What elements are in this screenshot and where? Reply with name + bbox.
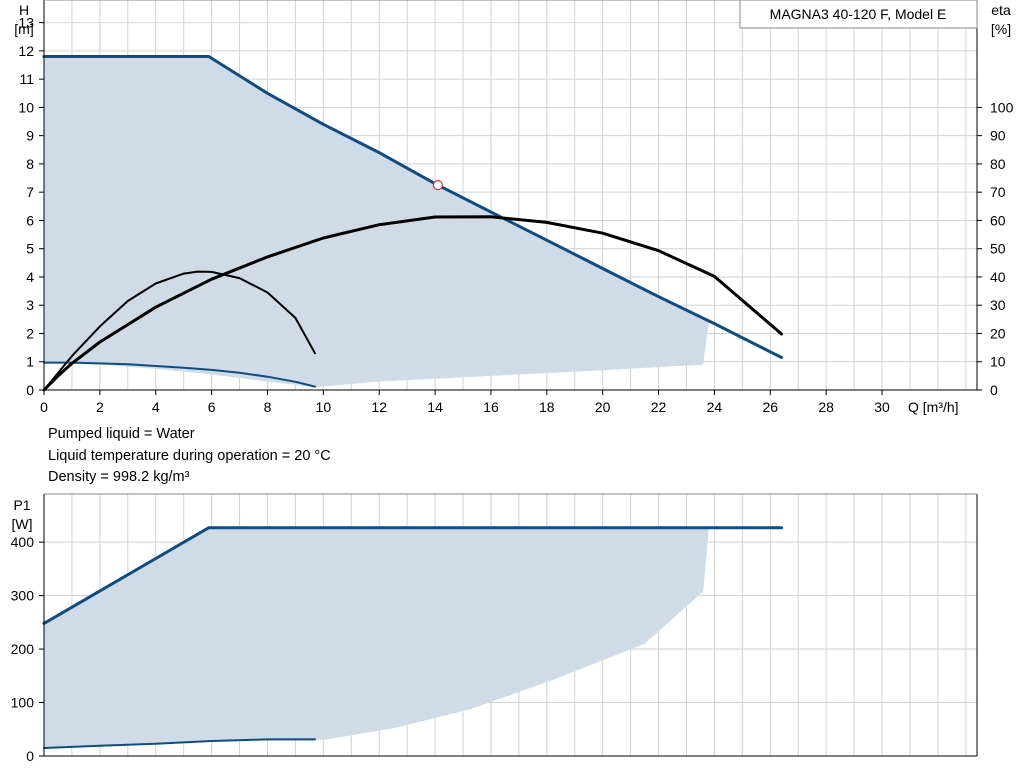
max-power-curve <box>42 526 783 625</box>
y2-tick-label: 90 <box>990 128 1006 144</box>
y2-tick-label: 20 <box>990 325 1006 341</box>
min-efficiency-curve <box>43 270 316 391</box>
liquid-info: Pumped liquid = Water Liquid temperature… <box>48 424 331 489</box>
y-tick-label: 0 <box>26 748 34 764</box>
y-tick-label: 400 <box>11 534 35 550</box>
y2-tick-label: 30 <box>990 297 1006 313</box>
y2-tick-label: 10 <box>990 354 1006 370</box>
x-tick-label: 4 <box>152 399 160 415</box>
y2-tick-label: 50 <box>990 241 1006 257</box>
y-tick-label: 100 <box>11 695 35 711</box>
x-tick-label: 26 <box>762 399 778 415</box>
head-efficiency-plot: 0123456789101112130102030405060708090100… <box>14 0 1014 415</box>
y-tick-label: 200 <box>11 641 35 657</box>
x-axis-label: Q [m³/h] <box>908 399 959 415</box>
y2-tick-label: 40 <box>990 269 1006 285</box>
power-plot: 0 100 200 300 400 P1 [W] <box>11 493 978 764</box>
y-tick-label: 13 <box>18 15 34 31</box>
y-tick-label: 10 <box>18 99 34 115</box>
y2-axis-label-symbol: eta <box>991 2 1011 18</box>
x-tick-label: 20 <box>595 399 611 415</box>
y-tick-label: 3 <box>26 297 34 313</box>
y-tick-label: 0 <box>26 382 34 398</box>
pumped-liquid-text: Pumped liquid = Water <box>48 426 195 442</box>
x-tick-label: 30 <box>874 399 890 415</box>
x-tick-label: 28 <box>818 399 834 415</box>
y-axis-label-symbol: H <box>19 2 29 18</box>
y-tick-label: 1 <box>26 354 34 370</box>
duty-point-marker <box>432 180 443 191</box>
title-box <box>739 0 978 29</box>
y-tick-label: 300 <box>11 588 35 604</box>
y-axis-label-symbol: P1 <box>13 497 30 513</box>
x-tick-label: 12 <box>371 399 387 415</box>
y-tick-label: 8 <box>26 156 34 172</box>
max-efficiency-curve <box>42 215 783 392</box>
y2-tick-label: 100 <box>990 99 1014 115</box>
density-text: Density = 998.2 kg/m³ <box>48 469 190 485</box>
y2-tick-label: 70 <box>990 184 1006 200</box>
operating-area <box>44 56 709 388</box>
y-axis-label-unit: [m] <box>14 21 33 37</box>
x-tick-label: 14 <box>427 399 443 415</box>
liquid-temperature-text: Liquid temperature during operation = 20… <box>48 447 331 464</box>
x-tick-label: 6 <box>208 399 216 415</box>
x-tick-label: 8 <box>264 399 272 415</box>
x-tick-label: 18 <box>539 399 555 415</box>
x-tick-label: 2 <box>96 399 104 415</box>
y-axis-label-unit: [W] <box>12 516 33 532</box>
y-tick-label: 9 <box>26 128 34 144</box>
y-tick-label: 7 <box>26 184 34 200</box>
y2-tick-label: 80 <box>990 156 1006 172</box>
min-power-curve <box>43 738 316 749</box>
chart-title: MAGNA3 40-120 F, Model E <box>770 6 947 22</box>
y-tick-label: 2 <box>26 325 34 341</box>
x-tick-label: 0 <box>40 399 48 415</box>
y-tick-label: 4 <box>26 269 34 285</box>
min-head-curve <box>43 361 316 388</box>
x-tick-label: 22 <box>651 399 667 415</box>
x-tick-label: 16 <box>483 399 499 415</box>
x-tick-label: 24 <box>707 399 723 415</box>
y-tick-label: 5 <box>26 241 34 257</box>
max-head-curve <box>42 55 783 359</box>
x-tick-label: 10 <box>316 399 332 415</box>
y2-axis-label-unit: [%] <box>991 21 1011 37</box>
operating-area <box>44 527 709 748</box>
y-tick-label: 12 <box>18 43 34 59</box>
y2-tick-label: 60 <box>990 212 1006 228</box>
y2-tick-label: 0 <box>990 382 998 398</box>
y-tick-label: 11 <box>19 71 34 87</box>
y-tick-label: 6 <box>26 212 34 228</box>
